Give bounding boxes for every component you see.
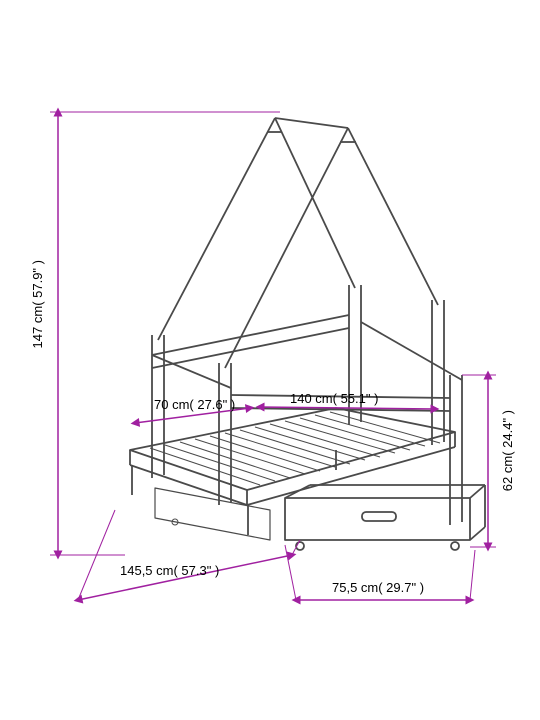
bed-frame-group xyxy=(130,118,485,550)
bed-diagram xyxy=(0,0,540,720)
label-width-inner: 70 cm( 27.6" ) xyxy=(154,397,235,412)
dimension-lines-group xyxy=(50,112,496,600)
label-length-outer: 145,5 cm( 57.3" ) xyxy=(120,563,219,578)
label-length-inner: 140 cm( 55.1" ) xyxy=(290,391,378,406)
label-height-rail: 62 cm( 24.4" ) xyxy=(500,410,515,491)
label-width-outer: 75,5 cm( 29.7" ) xyxy=(332,580,424,595)
label-height-total: 147 cm( 57.9" ) xyxy=(30,260,45,348)
